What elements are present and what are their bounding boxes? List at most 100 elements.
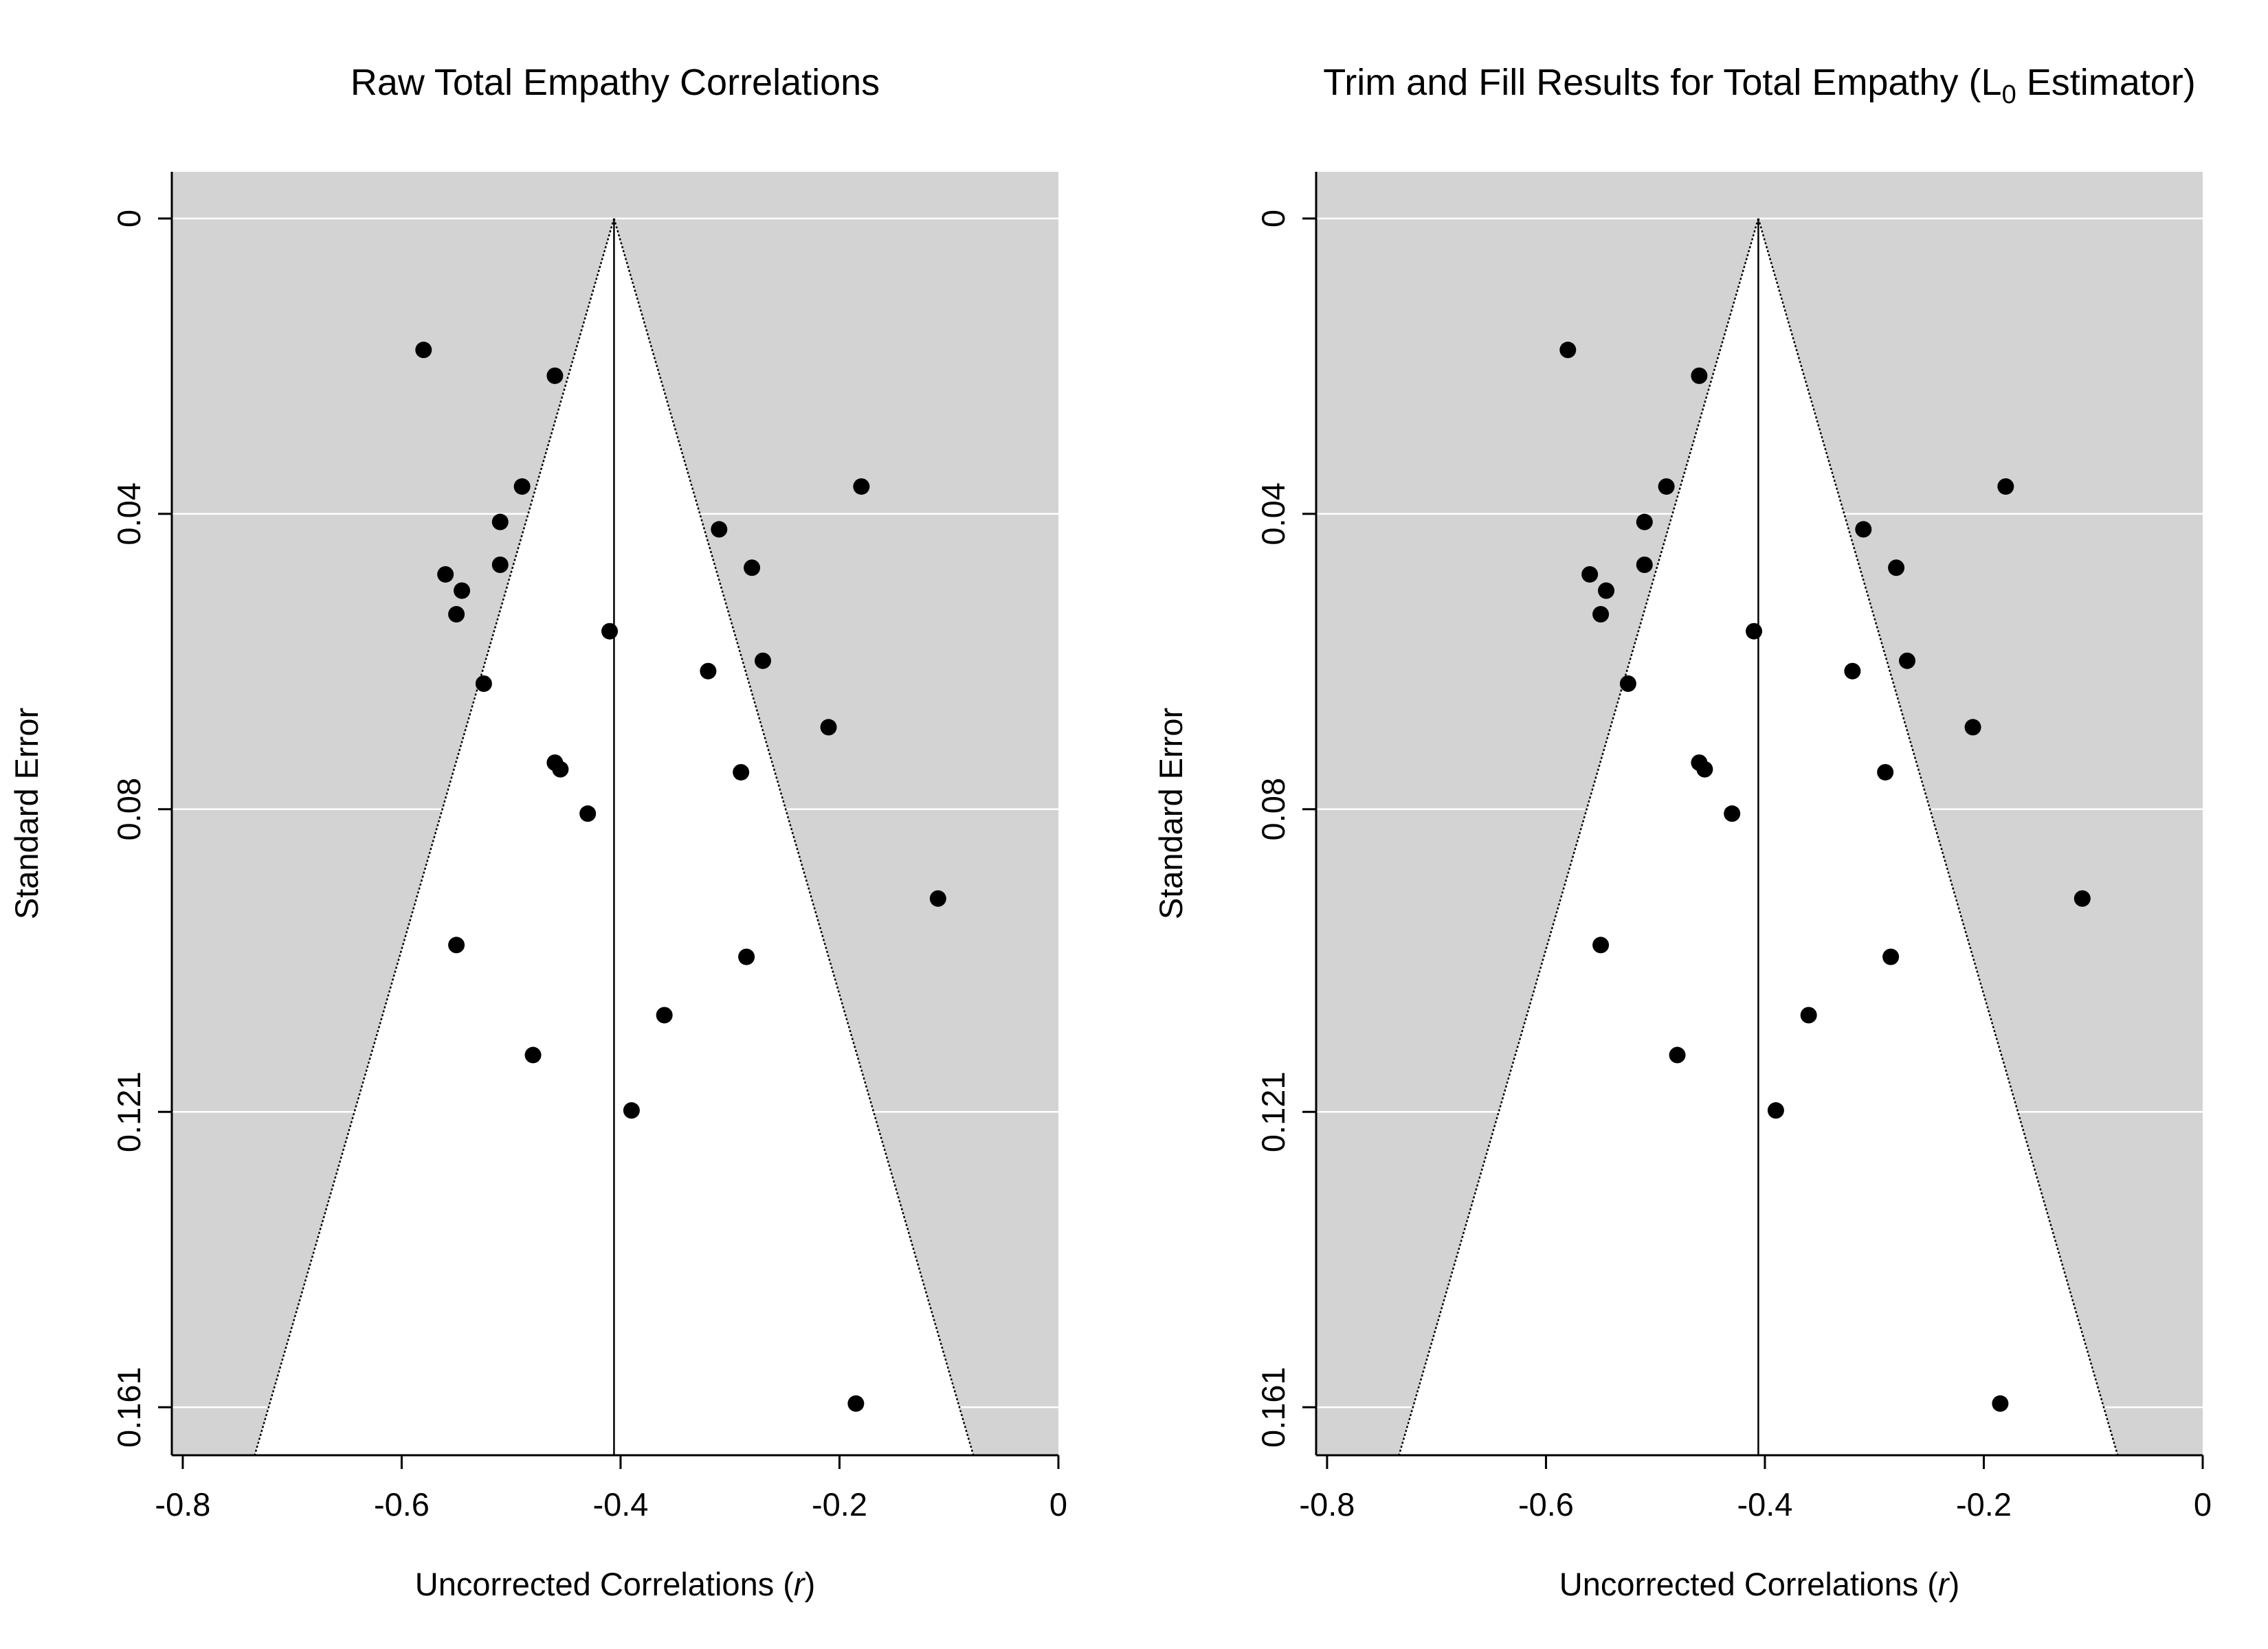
y-tick-label: 0.08 bbox=[1255, 778, 1291, 840]
data-point bbox=[546, 367, 564, 384]
data-point bbox=[623, 1102, 640, 1119]
data-point bbox=[1619, 675, 1636, 693]
x-axis-label-variable: r bbox=[794, 1566, 806, 1602]
y-tick-label: 0.161 bbox=[111, 1367, 147, 1448]
funnel-right-edge bbox=[1757, 218, 2119, 1456]
data-point bbox=[1767, 1102, 1784, 1119]
y-tick-label: 0.121 bbox=[1255, 1071, 1291, 1152]
x-axis-ticks: -0.8 -0.6 -0.4 -0.2 0 bbox=[1299, 1455, 2212, 1523]
data-point bbox=[1696, 761, 1713, 778]
data-points bbox=[1559, 341, 2091, 1412]
data-point bbox=[1658, 478, 1675, 495]
y-axis-label: Standard Error bbox=[1153, 708, 1189, 919]
data-point bbox=[738, 948, 755, 965]
data-points bbox=[415, 341, 946, 1412]
data-point bbox=[1581, 565, 1599, 583]
y-tick-label: 0.161 bbox=[1255, 1367, 1291, 1448]
funnel-left-edge bbox=[1398, 218, 1759, 1456]
axes bbox=[170, 172, 1058, 1457]
chart-title-text: Trim and Fill Results for Total Empathy … bbox=[1323, 62, 2001, 103]
chart-title-text: Raw Total Empathy Correlations bbox=[351, 62, 880, 103]
y-tick-label: 0.08 bbox=[111, 778, 147, 840]
data-point bbox=[415, 341, 432, 359]
data-point bbox=[601, 622, 619, 640]
data-point bbox=[1636, 557, 1653, 573]
funnel-left-edge bbox=[254, 218, 615, 1456]
data-point bbox=[1992, 1395, 2009, 1412]
data-point bbox=[513, 478, 531, 495]
x-tick-label: 0 bbox=[1049, 1486, 1067, 1523]
data-point bbox=[744, 559, 761, 576]
y-tick-label: 0 bbox=[1255, 210, 1291, 227]
x-tick-label: -0.8 bbox=[1299, 1486, 1355, 1523]
x-tick-label: -0.4 bbox=[1737, 1486, 1792, 1523]
y-tick-label: 0.04 bbox=[111, 482, 147, 545]
data-point bbox=[1877, 763, 1894, 781]
data-point bbox=[1669, 1046, 1686, 1064]
data-point bbox=[437, 565, 454, 583]
y-axis-label: Standard Error bbox=[8, 708, 45, 919]
data-point bbox=[755, 652, 771, 669]
data-point bbox=[1724, 805, 1741, 822]
funnel-edges bbox=[254, 218, 975, 1456]
data-point bbox=[1964, 719, 1981, 736]
funnel-right-edge bbox=[613, 218, 975, 1456]
data-point bbox=[847, 1395, 865, 1412]
data-point bbox=[579, 805, 597, 822]
x-tick-label: -0.8 bbox=[155, 1486, 210, 1523]
chart-title: Raw Total Empathy Correlations bbox=[351, 62, 880, 103]
x-tick-label: 0 bbox=[2194, 1486, 2212, 1523]
grid-lines bbox=[1316, 217, 2203, 1409]
data-point bbox=[1636, 513, 1653, 530]
grid-lines bbox=[172, 217, 1058, 1409]
data-point bbox=[929, 890, 946, 907]
data-point bbox=[1888, 559, 1905, 576]
data-point bbox=[475, 675, 492, 693]
y-tick-label: 0.04 bbox=[1255, 482, 1291, 545]
y-axis-ticks: 0 0.04 0.08 0.121 0.161 bbox=[111, 210, 172, 1448]
data-point bbox=[1746, 622, 1763, 640]
data-point bbox=[820, 719, 837, 736]
x-axis-label: Uncorrected Correlations (r) bbox=[415, 1566, 815, 1602]
data-point bbox=[1691, 367, 1708, 384]
data-point bbox=[552, 761, 569, 778]
data-point bbox=[448, 606, 465, 622]
chart-title-suffix: Estimator) bbox=[2016, 62, 2196, 103]
data-point bbox=[454, 582, 471, 599]
data-point bbox=[491, 513, 509, 530]
chart-title: Trim and Fill Results for Total Empathy … bbox=[1323, 62, 2196, 109]
data-point bbox=[1559, 341, 1577, 359]
data-point bbox=[524, 1046, 542, 1064]
data-point bbox=[1899, 652, 1915, 669]
x-axis-label-text: Uncorrected Correlations ( bbox=[415, 1566, 794, 1602]
funnel-plot-trim-and-fill: -0.8 -0.6 -0.4 -0.2 0 0 0.04 0.08 0.121 0.161 Tr… bbox=[1153, 62, 2212, 1602]
x-axis-label: Uncorrected Correlations (r) bbox=[1559, 1566, 1959, 1602]
data-point bbox=[1592, 606, 1610, 622]
x-axis-label-variable: r bbox=[1938, 1566, 1950, 1602]
x-tick-label: -0.6 bbox=[1518, 1486, 1574, 1523]
y-axis-ticks: 0 0.04 0.08 0.121 0.161 bbox=[1255, 210, 1316, 1448]
data-point bbox=[1997, 478, 2014, 495]
funnel-edges bbox=[1398, 218, 2119, 1456]
data-point bbox=[2074, 890, 2091, 907]
x-tick-label: -0.2 bbox=[812, 1486, 867, 1523]
x-tick-label: -0.2 bbox=[1956, 1486, 2012, 1523]
data-point bbox=[1844, 662, 1861, 680]
data-point bbox=[1800, 1007, 1817, 1024]
data-point bbox=[1882, 948, 1900, 965]
x-tick-label: -0.4 bbox=[592, 1486, 648, 1523]
data-point bbox=[656, 1007, 673, 1024]
y-tick-label: 0.121 bbox=[111, 1071, 147, 1152]
x-tick-label: -0.6 bbox=[374, 1486, 430, 1523]
data-point bbox=[700, 662, 717, 680]
data-point bbox=[491, 557, 509, 573]
x-axis-label-suffix: ) bbox=[805, 1566, 816, 1602]
data-point bbox=[711, 521, 728, 538]
y-tick-label: 0 bbox=[111, 210, 147, 227]
axes bbox=[1315, 172, 2203, 1457]
x-axis-label-suffix: ) bbox=[1949, 1566, 1960, 1602]
x-axis-ticks: -0.8 -0.6 -0.4 -0.2 0 bbox=[155, 1455, 1067, 1523]
funnel-plot-raw: -0.8 -0.6 -0.4 -0.2 0 0 0.04 0.08 0.121 0.161 Ra… bbox=[8, 62, 1067, 1602]
chart-title-subscript: 0 bbox=[2002, 80, 2016, 109]
